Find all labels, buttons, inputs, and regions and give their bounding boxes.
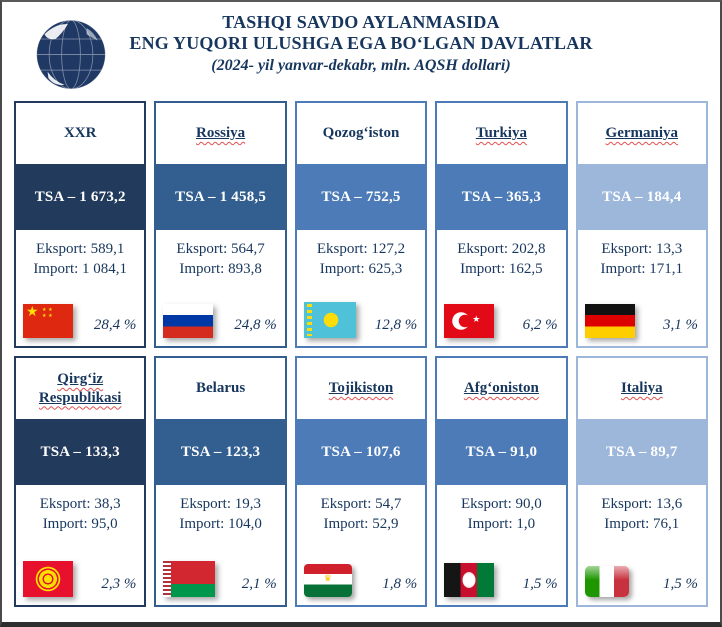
card-details: Eksport: 54,7 Import: 52,9 1,8 %: [297, 485, 425, 605]
tsa-value: TSA – 365,3: [461, 188, 542, 205]
country-card: Italiya TSA – 89,7 Eksport: 13,6 Import:…: [575, 356, 708, 607]
tsa-band: TSA – 133,3: [16, 419, 145, 485]
title-block: TASHQI SAVDO AYLANMASIDA ENG YUQORI ULUS…: [2, 12, 720, 75]
country-card: Belarus TSA – 123,3 Eksport: 19,3 Import…: [154, 356, 287, 607]
tsa-band: TSA – 1 673,2: [16, 164, 145, 230]
import-line: Import: 76,1: [604, 516, 680, 532]
country-card: Afg‘oniston TSA – 91,0 Eksport: 90,0 Imp…: [435, 356, 568, 607]
country-name: Qozog‘iston: [322, 125, 400, 142]
country-card: Tojikiston TSA – 107,6 Eksport: 54,7 Imp…: [294, 356, 428, 607]
germany-flag: [584, 304, 635, 338]
share-percent: 1,5 %: [522, 576, 558, 592]
import-line: Import: 1 084,1: [33, 261, 128, 277]
import-line: Import: 104,0: [179, 516, 262, 532]
export-line: Eksport: 90,0: [460, 496, 542, 512]
page-title-line2: ENG YUQORI ULUSHGA EGA BO‘LGAN DAVLATLAR: [129, 33, 593, 53]
share-percent: 1,8 %: [382, 576, 418, 592]
country-card: Qirg‘iz Respublikasi TSA – 133,3 Eksport…: [14, 356, 147, 607]
tsa-band: TSA – 91,0: [437, 419, 566, 485]
share-percent: 12,8 %: [374, 317, 418, 333]
country-card: Turkiya TSA – 365,3 Eksport: 202,8 Impor…: [435, 101, 568, 348]
share-percent: 24,8 %: [234, 317, 277, 333]
share-percent: 28,4 %: [93, 317, 137, 333]
country-name: Qirg‘iz Respublikasi: [38, 370, 122, 406]
country-name: Afg‘oniston: [463, 380, 539, 397]
import-line: Import: 893,8: [179, 261, 262, 277]
country-name: Tojikiston: [328, 380, 394, 397]
import-line: Import: 1,0: [467, 516, 536, 532]
export-line: Eksport: 127,2: [316, 241, 406, 257]
import-line: Import: 95,0: [42, 516, 118, 532]
import-line: Import: 52,9: [323, 516, 399, 532]
tsa-band: TSA – 1 458,5: [156, 164, 285, 230]
share-percent: 2,3 %: [101, 576, 137, 592]
italy-flag: [584, 566, 629, 597]
import-line: Import: 171,1: [600, 261, 684, 277]
import-line: Import: 162,5: [460, 261, 543, 277]
tsa-value: TSA – 752,5: [321, 188, 401, 205]
tsa-value: TSA – 89,7: [605, 443, 678, 460]
export-line: Eksport: 13,6: [601, 496, 683, 512]
card-details: Eksport: 127,2 Import: 625,3 12,8 %: [297, 230, 425, 346]
country-name: Turkiya: [475, 125, 527, 142]
tsa-value: TSA – 133,3: [40, 443, 120, 460]
country-name: Italiya: [620, 380, 663, 397]
tsa-band: TSA – 184,4: [577, 164, 706, 230]
tsa-band: TSA – 89,7: [577, 419, 706, 485]
country-cards-grid: XXR TSA – 1 673,2 Eksport: 589,1 Import:…: [14, 101, 708, 607]
tajikistan-flag: [303, 564, 352, 597]
country-name: Germaniya: [605, 125, 679, 142]
share-percent: 2,1 %: [241, 576, 277, 592]
share-percent: 6,2 %: [522, 317, 558, 333]
import-line: Import: 625,3: [319, 261, 403, 277]
globe-icon: [36, 19, 106, 90]
share-percent: 3,1 %: [662, 317, 698, 333]
card-details: Eksport: 564,7 Import: 893,8 24,8 %: [156, 230, 284, 346]
afghanistan-flag: [444, 563, 495, 597]
country-name: Belarus: [196, 380, 246, 397]
country-card: Germaniya TSA – 184,4 Eksport: 13,3 Impo…: [575, 101, 708, 348]
tsa-band: TSA – 752,5: [296, 164, 426, 230]
tsa-value: TSA – 123,3: [180, 443, 261, 460]
card-details: Eksport: 13,6 Import: 76,1 1,5 %: [578, 485, 706, 605]
card-details: Eksport: 38,3 Import: 95,0 2,3 %: [16, 485, 144, 605]
kazakhstan-flag: [303, 302, 356, 338]
country-card: Qozog‘iston TSA – 752,5 Eksport: 127,2 I…: [294, 101, 428, 348]
page-subtitle: (2024- yil yanvar-dekabr, mln. AQSH doll…: [211, 57, 511, 74]
page-title-line1: TASHQI SAVDO AYLANMASIDA: [222, 12, 500, 32]
card-details: Eksport: 13,3 Import: 171,1 3,1 %: [578, 230, 706, 346]
china-flag: [23, 304, 73, 338]
kyrgyzstan-flag: [23, 561, 73, 597]
card-details: Eksport: 589,1 Import: 1 084,1 28,4 %: [16, 230, 144, 346]
tsa-value: TSA – 1 458,5: [175, 188, 267, 205]
russia-flag: [163, 304, 214, 338]
tsa-value: TSA – 91,0: [465, 443, 538, 460]
export-line: Eksport: 564,7: [176, 241, 265, 257]
tsa-band: TSA – 107,6: [296, 419, 426, 485]
export-line: Eksport: 589,1: [36, 241, 125, 257]
country-name: Rossiya: [196, 125, 246, 142]
share-percent: 1,5 %: [662, 576, 698, 592]
export-line: Eksport: 202,8: [457, 241, 546, 257]
tsa-value: TSA – 1 673,2: [34, 188, 126, 205]
tsa-band: TSA – 365,3: [437, 164, 566, 230]
export-line: Eksport: 38,3: [39, 496, 121, 512]
tsa-value: TSA – 107,6: [321, 443, 401, 460]
country-card: XXR TSA – 1 673,2 Eksport: 589,1 Import:…: [14, 101, 147, 348]
tsa-band: TSA – 123,3: [156, 419, 285, 485]
turkey-flag: [444, 304, 495, 338]
country-name: XXR: [63, 125, 97, 142]
belarus-flag: [163, 561, 216, 597]
export-line: Eksport: 19,3: [180, 496, 262, 512]
tsa-value: TSA – 184,4: [602, 188, 682, 205]
card-details: Eksport: 202,8 Import: 162,5 6,2 %: [437, 230, 565, 346]
header: TASHQI SAVDO AYLANMASIDA ENG YUQORI ULUS…: [2, 2, 720, 100]
export-line: Eksport: 13,3: [601, 241, 683, 257]
card-details: Eksport: 90,0 Import: 1,0 1,5 %: [437, 485, 565, 605]
card-details: Eksport: 19,3 Import: 104,0 2,1 %: [156, 485, 284, 605]
country-card: Rossiya TSA – 1 458,5 Eksport: 564,7 Imp…: [154, 101, 287, 348]
export-line: Eksport: 54,7: [320, 496, 402, 512]
